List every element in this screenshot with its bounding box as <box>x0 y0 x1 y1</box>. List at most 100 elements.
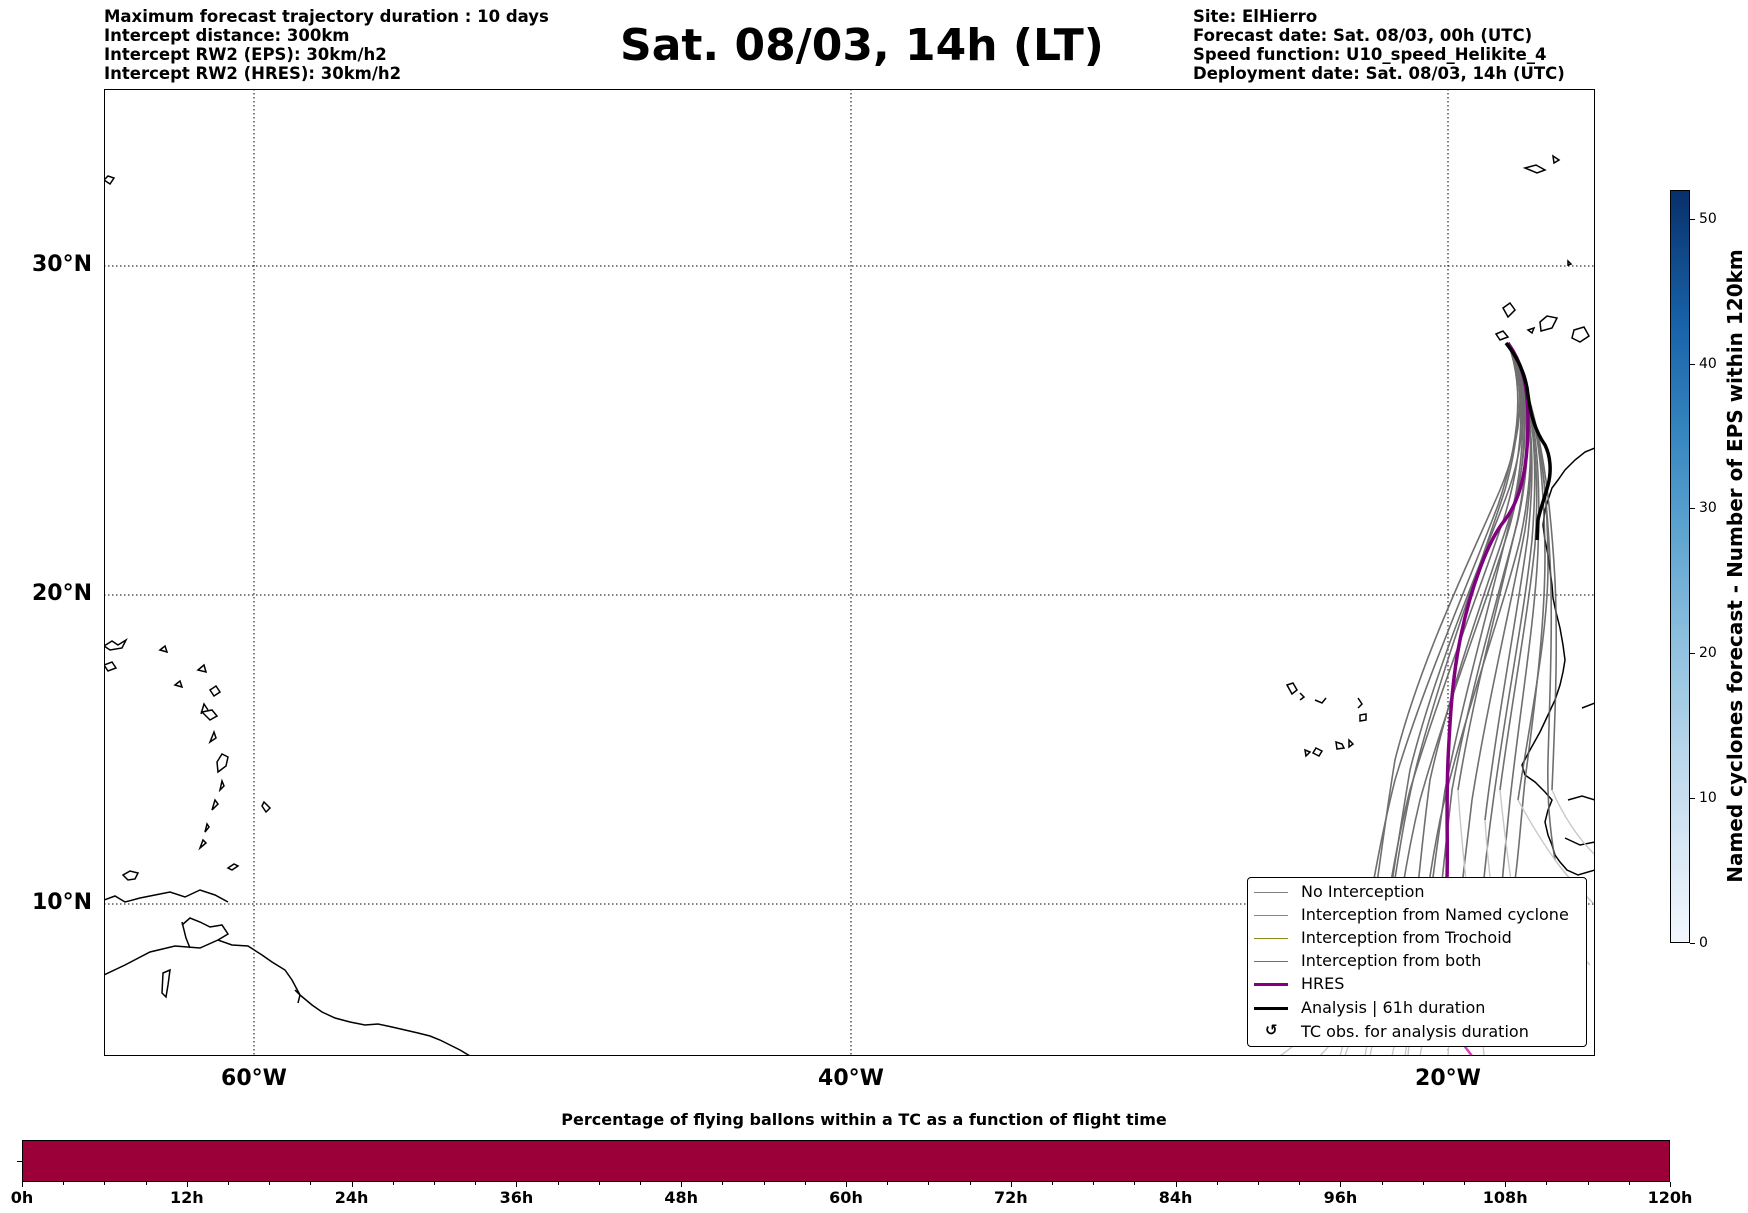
lat-label-10n: 10°N <box>32 890 93 915</box>
flight-time-tick <box>475 1182 477 1185</box>
forecast-info-right: Site: ElHierro Forecast date: Sat. 08/03… <box>1193 7 1565 83</box>
legend-item: No Interception <box>1248 882 1586 904</box>
colorbar-tick-label: 30 <box>1699 500 1717 516</box>
legend-swatch <box>1254 938 1288 939</box>
flight-time-tick <box>928 1182 930 1185</box>
map-gridlines <box>104 89 1595 1056</box>
coastline <box>104 154 1595 1056</box>
flight-time-tick-label: 60h <box>829 1188 863 1207</box>
colorbar-tick-label: 20 <box>1699 645 1717 661</box>
legend-label: Analysis | 61h duration <box>1301 998 1486 1017</box>
flight-time-tick <box>22 1182 23 1187</box>
legend-item: Analysis | 61h duration <box>1248 998 1586 1020</box>
flight-time-tick <box>104 1182 106 1185</box>
lat-label-30n: 30°N <box>32 252 93 277</box>
flight-time-tick <box>392 1182 394 1185</box>
flight-time-tick <box>351 1182 353 1187</box>
eps-trajectories <box>1359 342 1558 961</box>
flight-time-tick <box>1381 1182 1383 1185</box>
colorbar-tick <box>1690 653 1695 654</box>
info-line: Deployment date: Sat. 08/03, 14h (UTC) <box>1193 64 1565 83</box>
flight-time-tick <box>557 1182 559 1185</box>
colorbar-left-tick <box>17 1161 22 1162</box>
legend-item: Interception from Trochoid <box>1248 928 1586 950</box>
lon-label-60w: 60°W <box>221 1066 287 1091</box>
colorbar-tick <box>1690 219 1695 220</box>
lon-label-40w: 40°W <box>818 1066 884 1091</box>
flight-time-tick <box>1340 1182 1342 1187</box>
flight-time-tick <box>228 1182 229 1185</box>
cyclone-colorbar <box>1670 190 1690 943</box>
legend-swatch <box>1254 961 1288 962</box>
flight-time-tick-label: 72h <box>993 1188 1028 1207</box>
colorbar-label: Named cyclones forecast - Number of EPS … <box>1723 249 1747 883</box>
flight-time-tick-label: 24h <box>334 1188 369 1207</box>
flight-time-tick <box>1175 1182 1177 1187</box>
flight-time-tick <box>969 1182 971 1185</box>
tc-symbol-icon: ↺ <box>1265 1021 1278 1039</box>
legend-item: ↺ TC obs. for analysis duration <box>1248 1021 1586 1044</box>
flight-time-tick-label: 120h <box>1647 1188 1693 1207</box>
legend-item: Interception from Named cyclone <box>1248 905 1586 927</box>
flight-time-tick <box>1134 1182 1136 1185</box>
info-line: Intercept RW2 (HRES): 30km/h2 <box>104 64 402 83</box>
flight-time-tick <box>722 1182 724 1185</box>
colorbar-tick <box>1690 943 1695 944</box>
flight-time-tick <box>598 1182 600 1185</box>
flight-time-colorbar <box>22 1140 1670 1182</box>
flight-time-tick <box>640 1182 641 1185</box>
flight-time-tick <box>1299 1182 1301 1185</box>
colorbar-tick-label: 0 <box>1699 935 1708 951</box>
flight-time-tick-label: 48h <box>664 1188 699 1207</box>
legend-label: HRES <box>1301 974 1345 993</box>
colorbar-tick <box>1690 364 1695 365</box>
flight-time-tick <box>1216 1182 1218 1185</box>
map-title: Sat. 08/03, 14h (LT) <box>620 20 1104 71</box>
flight-time-tick <box>681 1182 683 1187</box>
flight-time-tick <box>1258 1182 1259 1185</box>
analysis-trajectory <box>1504 341 1552 541</box>
info-line: Site: ElHierro <box>1193 7 1318 26</box>
colorbar-tick-label: 40 <box>1699 356 1717 372</box>
map-frame <box>104 89 1595 1056</box>
colorbar-tick <box>1690 798 1695 799</box>
lon-label-20w: 20°W <box>1415 1066 1481 1091</box>
map-legend: No Interception Interception from Named … <box>1247 877 1587 1047</box>
flight-time-tick <box>516 1182 518 1187</box>
flight-time-tick-label: 96h <box>1323 1188 1358 1207</box>
flight-time-tick <box>145 1182 147 1185</box>
lat-label-20n: 20°N <box>32 581 93 606</box>
legend-swatch <box>1254 892 1288 893</box>
flight-time-colorbar-title: Percentage of flying ballons within a TC… <box>561 1110 1167 1129</box>
flight-time-tick-label: 12h <box>169 1188 204 1207</box>
flight-time-tick <box>1093 1182 1095 1185</box>
flight-time-tick <box>1052 1182 1053 1185</box>
flight-time-tick <box>1010 1182 1012 1187</box>
flight-time-tick <box>269 1182 271 1185</box>
legend-label: Interception from Trochoid <box>1301 928 1512 947</box>
info-line: Intercept RW2 (EPS): 30km/h2 <box>104 45 387 64</box>
legend-label: No Interception <box>1301 882 1425 901</box>
legend-swatch <box>1254 1007 1288 1010</box>
info-line: Forecast date: Sat. 08/03, 00h (UTC) <box>1193 26 1533 45</box>
info-line: Intercept distance: 300km <box>104 26 350 45</box>
flight-time-tick <box>763 1182 765 1185</box>
legend-item: HRES <box>1248 974 1586 996</box>
flight-time-tick <box>1670 1182 1671 1187</box>
colorbar-tick <box>1690 508 1695 509</box>
flight-time-tick <box>804 1182 806 1185</box>
flight-time-tick <box>186 1182 188 1187</box>
legend-label: Interception from Named cyclone <box>1301 905 1569 924</box>
flight-time-tick <box>434 1182 435 1185</box>
colorbar-tick-label: 10 <box>1699 790 1717 806</box>
flight-time-tick <box>1546 1182 1548 1185</box>
legend-swatch <box>1254 915 1288 916</box>
forecast-info-left: Maximum forecast trajectory duration : 1… <box>104 7 549 83</box>
flight-time-tick-label: 0h <box>10 1188 34 1207</box>
flight-time-tick <box>846 1182 847 1187</box>
legend-label: Interception from both <box>1301 951 1482 970</box>
info-line: Speed function: U10_speed_Helikite_4 <box>1193 45 1547 64</box>
flight-time-tick <box>1628 1182 1630 1185</box>
flight-time-tick-label: 84h <box>1158 1188 1193 1207</box>
legend-label: TC obs. for analysis duration <box>1301 1022 1529 1041</box>
